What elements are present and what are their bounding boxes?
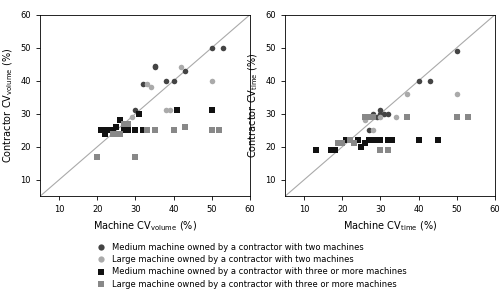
X-axis label: Machine CV$_\mathrm{volume}$ (%): Machine CV$_\mathrm{volume}$ (%)	[93, 220, 197, 234]
Legend: Medium machine owned by a contractor with two machines, Large machine owned by a: Medium machine owned by a contractor wit…	[93, 243, 407, 289]
Y-axis label: Contractor CV$_\mathrm{time}$ (%): Contractor CV$_\mathrm{time}$ (%)	[246, 53, 260, 158]
Y-axis label: Contractor CV$_\mathrm{volume}$ (%): Contractor CV$_\mathrm{volume}$ (%)	[1, 48, 15, 163]
X-axis label: Machine CV$_\mathrm{time}$ (%): Machine CV$_\mathrm{time}$ (%)	[343, 220, 437, 234]
